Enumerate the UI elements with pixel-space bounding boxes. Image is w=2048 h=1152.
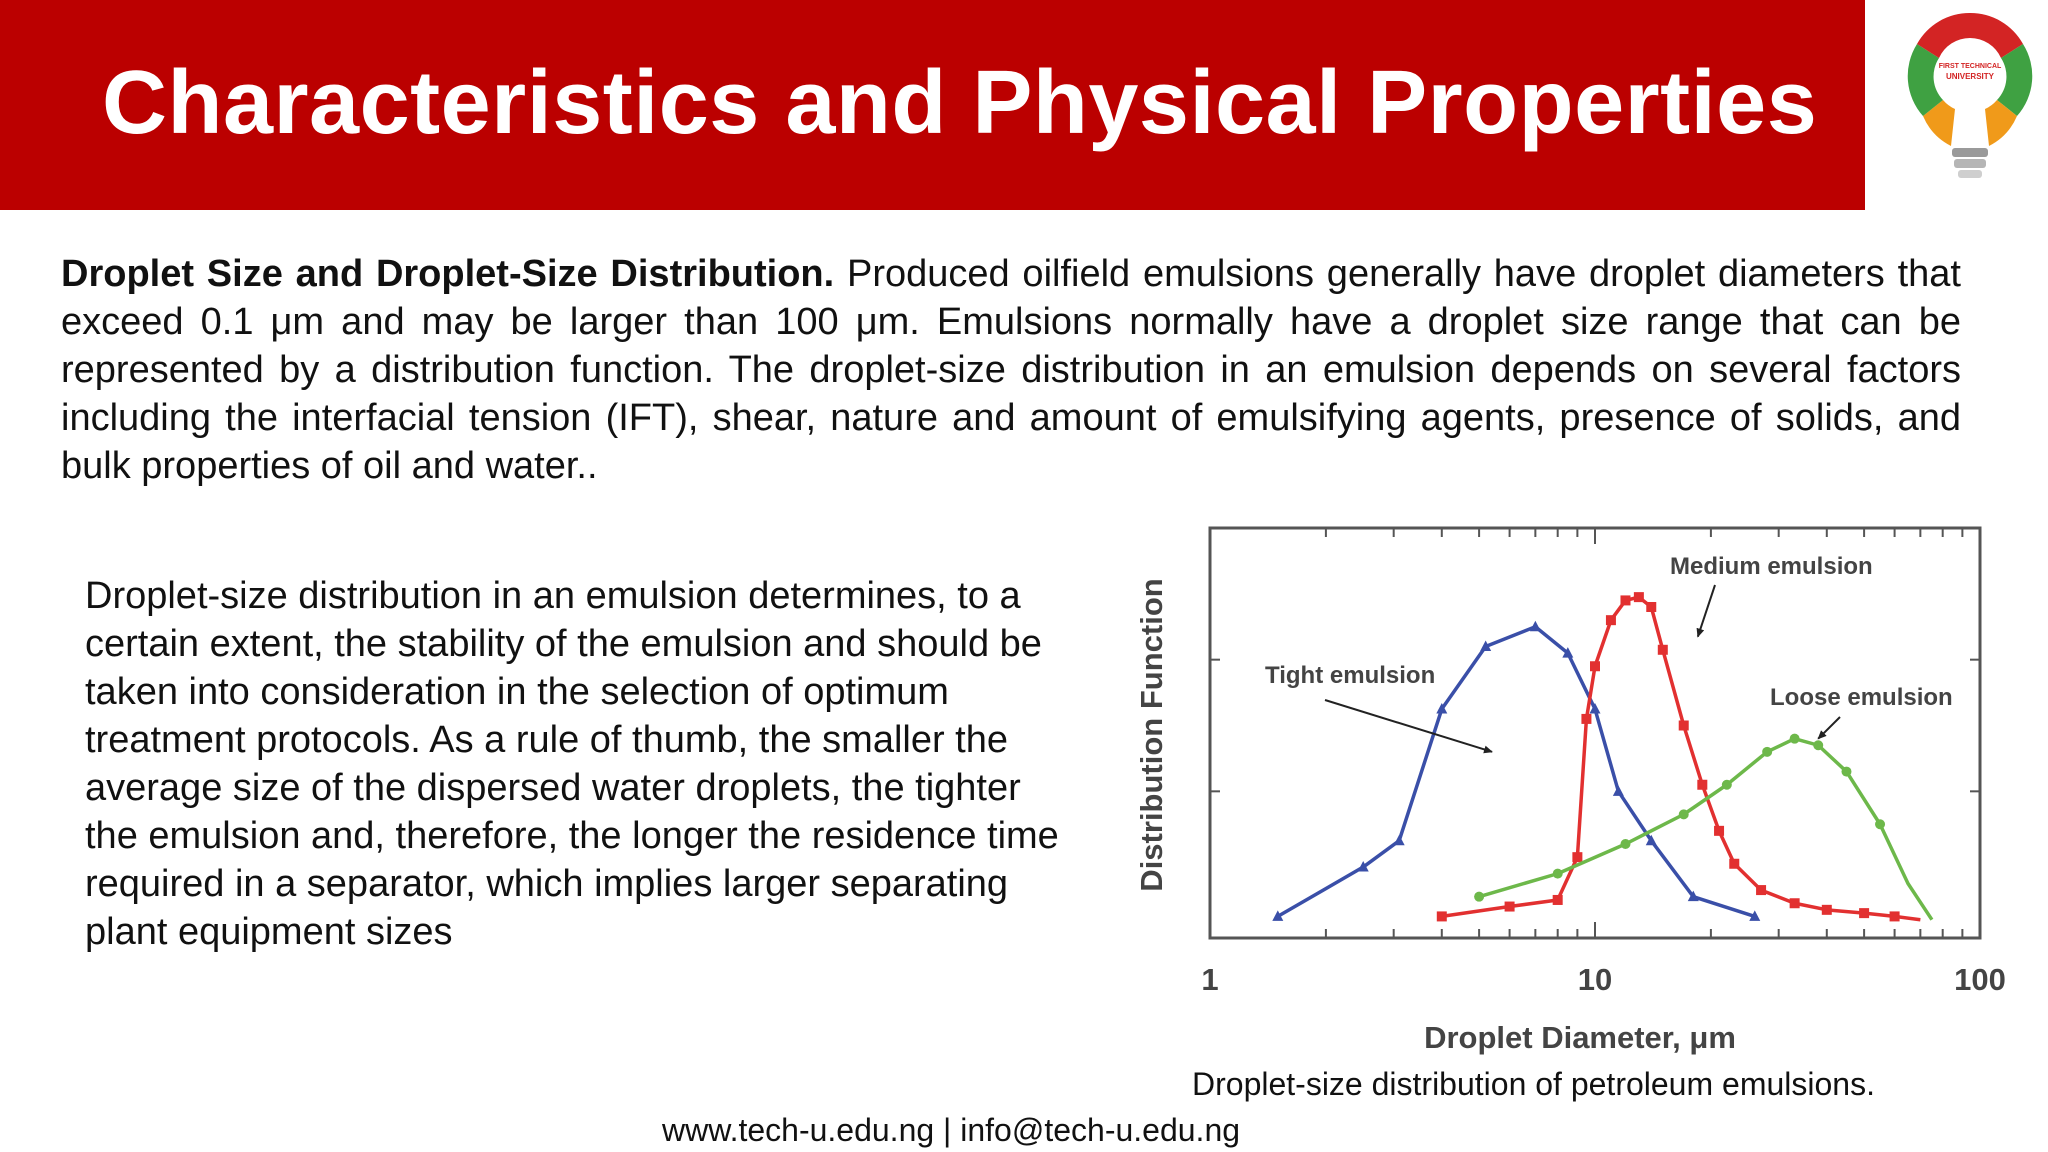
logo-segment-green <box>1997 44 2033 116</box>
x-tick-labels: 1 10 100 <box>1201 962 2005 997</box>
logo-segment-red-left <box>1917 12 1970 58</box>
data-point <box>1749 910 1761 921</box>
logo-base-3 <box>1958 170 1982 178</box>
chart-caption: Droplet-size distribution of petroleum e… <box>1192 1066 1875 1102</box>
data-point <box>1729 858 1740 869</box>
droplet-size-paragraph: Droplet Size and Droplet-Size Distributi… <box>61 250 1961 490</box>
data-point <box>1605 615 1616 626</box>
data-point <box>1762 746 1773 757</box>
logo-segment-red <box>1970 12 2023 58</box>
data-point <box>1841 766 1852 777</box>
data-point <box>1581 713 1592 724</box>
data-point <box>1529 620 1541 632</box>
logo-base-2 <box>1954 159 1986 168</box>
data-point <box>1562 647 1574 658</box>
annotation-label: Tight emulsion <box>1265 662 1435 689</box>
data-point <box>1678 809 1689 820</box>
data-point <box>1697 779 1708 790</box>
slide-title: Characteristics and Physical Properties <box>102 53 1818 153</box>
data-point <box>1357 861 1369 872</box>
data-point <box>1813 740 1824 751</box>
data-point <box>1436 703 1448 714</box>
annotation-layer: Tight emulsion Medium emulsion Loose emuls… <box>1265 553 1953 754</box>
data-point <box>1875 819 1886 830</box>
data-point <box>1889 911 1900 922</box>
data-point <box>1590 661 1600 672</box>
data-point <box>1789 733 1800 744</box>
series-layer <box>1272 592 1934 922</box>
logo-text-line1: FIRST TECHNICAL <box>1939 63 2002 70</box>
data-point <box>1572 852 1583 863</box>
data-point <box>1552 894 1563 905</box>
series-line-tight-emulsion <box>1276 625 1756 919</box>
data-point <box>1393 834 1405 846</box>
annotation-label: Loose emulsion <box>1770 684 1953 711</box>
data-point <box>1552 868 1563 879</box>
data-point <box>1859 908 1870 919</box>
data-point <box>1480 640 1492 651</box>
data-point <box>1714 825 1725 836</box>
data-point <box>1436 911 1447 922</box>
data-point <box>1657 644 1668 655</box>
logo-text-line2: UNIVERSITY <box>1946 72 1995 81</box>
data-point <box>1821 904 1832 915</box>
data-point <box>1756 885 1767 896</box>
annotation-arrow <box>1817 716 1841 740</box>
title-bar: Characteristics and Physical Properties <box>0 0 1865 210</box>
data-point <box>1646 602 1657 612</box>
logo-segment-green-left <box>1907 44 1943 116</box>
data-point <box>1612 785 1624 796</box>
chart-svg: 1 10 100 Tight emulsion Medium emulsion Loos… <box>1134 526 2006 1055</box>
annotation-label: Medium emulsion <box>1670 553 1873 580</box>
university-logo: FIRST TECHNICAL UNIVERSITY <box>1907 12 2033 178</box>
data-point <box>1272 910 1284 921</box>
data-point <box>1645 834 1657 846</box>
annotation-arrow <box>1324 699 1493 754</box>
logo-segment-orange <box>1923 100 2017 146</box>
annotation-arrow <box>1696 584 1716 638</box>
data-point <box>1687 890 1699 902</box>
data-point <box>1678 720 1689 731</box>
data-point <box>1721 779 1732 790</box>
footer-contact: www.tech-u.edu.ng | info@tech-u.edu.ng <box>662 1112 1241 1148</box>
x-tick-label: 1 <box>1201 962 1218 997</box>
series-line-loose-emulsion <box>1478 736 1934 921</box>
y-axis-label: Distribution Function <box>1134 578 1169 891</box>
data-point <box>1620 595 1631 606</box>
logo-center <box>1937 39 2003 105</box>
data-point <box>1633 592 1644 603</box>
paragraph-body: Produced oilfield emulsions generally ha… <box>61 253 1961 487</box>
data-point <box>1589 703 1601 714</box>
data-point <box>1620 839 1631 849</box>
stability-paragraph: Droplet-size distribution in an emulsion… <box>85 575 1059 953</box>
logo-base-1 <box>1952 148 1988 157</box>
axis-ticks <box>1209 528 1981 938</box>
x-tick-label: 100 <box>1954 962 2006 997</box>
x-tick-label: 10 <box>1578 962 1612 997</box>
x-axis-label: Droplet Diameter, μm <box>1424 1020 1736 1055</box>
plot-frame <box>1208 526 1982 940</box>
data-point <box>1504 901 1515 912</box>
data-point <box>1789 898 1800 909</box>
paragraph-lead: Droplet Size and Droplet-Size Distributi… <box>61 253 835 295</box>
data-point <box>1474 891 1485 902</box>
distribution-chart: 1 10 100 Tight emulsion Medium emulsion Loos… <box>1130 515 2010 1070</box>
